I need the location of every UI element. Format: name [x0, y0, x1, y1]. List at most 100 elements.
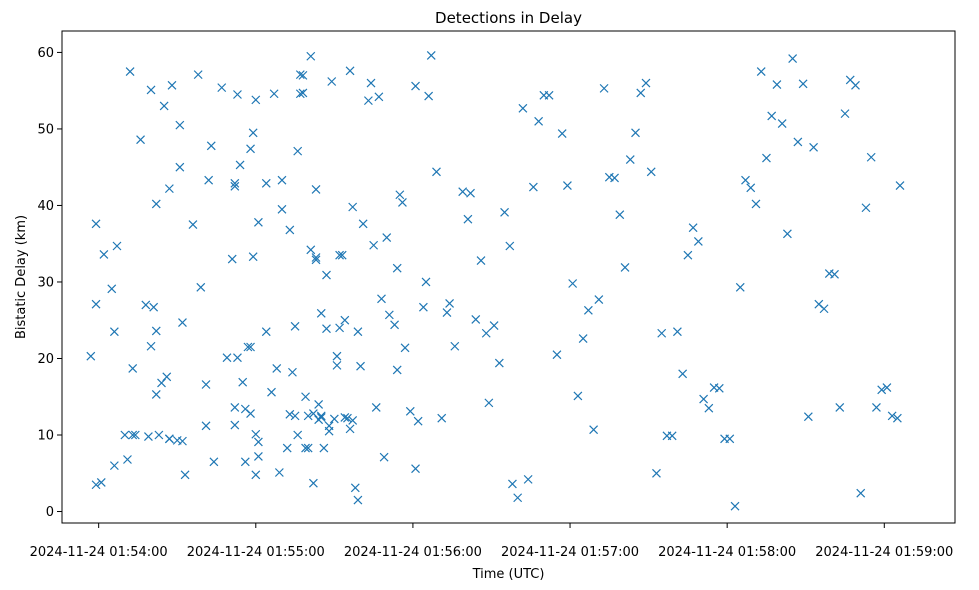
data-point	[316, 308, 326, 318]
data-point	[610, 173, 619, 183]
data-point	[489, 321, 499, 331]
data-point	[382, 233, 392, 243]
y-tick-label: 40	[37, 199, 54, 214]
data-point	[290, 321, 300, 331]
data-point	[91, 219, 101, 229]
data-point	[295, 89, 305, 99]
data-point	[350, 483, 360, 493]
data-point	[583, 305, 593, 315]
data-point	[631, 128, 640, 138]
data-point	[704, 403, 714, 413]
data-point	[151, 199, 161, 209]
data-point	[458, 187, 468, 197]
data-point	[819, 304, 829, 314]
data-point	[261, 178, 271, 188]
data-point	[269, 89, 279, 99]
data-point	[253, 437, 263, 447]
data-point	[311, 184, 321, 194]
data-point	[222, 353, 232, 363]
data-point	[772, 80, 782, 89]
y-tick-label: 10	[37, 429, 54, 444]
data-point	[261, 327, 271, 337]
data-point	[180, 470, 190, 480]
data-point	[835, 403, 845, 412]
data-point	[568, 279, 578, 288]
data-point	[159, 101, 169, 111]
data-point	[335, 250, 345, 260]
data-point	[178, 318, 187, 327]
data-point	[411, 81, 420, 91]
data-point	[343, 413, 352, 423]
data-point	[877, 385, 887, 395]
data-point	[672, 327, 682, 337]
data-point	[830, 269, 839, 279]
data-point	[217, 83, 227, 93]
data-point	[303, 411, 313, 421]
data-point	[620, 263, 630, 272]
data-point	[699, 394, 709, 404]
data-markers	[86, 51, 905, 511]
data-point	[164, 184, 174, 194]
data-point	[311, 255, 321, 265]
data-point	[322, 324, 331, 334]
data-point	[306, 245, 316, 255]
data-point	[432, 167, 441, 177]
data-point	[793, 137, 803, 147]
data-point	[109, 327, 119, 337]
data-point	[735, 282, 745, 292]
y-tick-label: 20	[37, 352, 54, 367]
data-point	[251, 95, 261, 105]
data-point	[243, 342, 253, 352]
plot-frame	[61, 30, 956, 524]
data-point	[227, 254, 237, 264]
data-point	[123, 455, 132, 464]
data-point	[314, 399, 324, 409]
data-point	[164, 434, 174, 444]
data-point	[730, 501, 740, 511]
data-point	[274, 468, 284, 477]
data-point	[303, 443, 313, 453]
data-point	[395, 190, 405, 200]
data-point	[505, 241, 515, 251]
data-point	[599, 83, 609, 93]
data-point	[895, 181, 905, 190]
data-point	[329, 414, 339, 424]
data-point	[725, 434, 735, 444]
data-point	[178, 436, 187, 446]
data-point	[641, 78, 651, 88]
data-point	[290, 411, 300, 421]
data-point	[508, 479, 517, 489]
data-point	[146, 85, 156, 95]
data-point	[379, 452, 389, 462]
data-point	[872, 403, 881, 412]
data-point	[405, 406, 415, 416]
data-point	[445, 298, 455, 308]
data-point	[193, 70, 203, 80]
data-point	[803, 412, 813, 422]
data-point	[345, 66, 355, 76]
data-point	[411, 464, 420, 474]
data-point	[107, 284, 117, 294]
data-point	[91, 299, 101, 309]
data-point	[206, 141, 216, 151]
data-point	[418, 302, 428, 312]
data-point	[442, 308, 452, 318]
data-point	[484, 398, 494, 408]
data-point	[374, 92, 384, 102]
x-tick-label: 2024-11-24 01:59:00	[815, 545, 953, 560]
data-point	[246, 144, 255, 154]
data-point	[204, 175, 214, 185]
data-point	[866, 152, 876, 162]
x-tick-label: 2024-11-24 01:57:00	[501, 545, 639, 560]
data-point	[421, 277, 431, 287]
data-point	[322, 270, 331, 280]
data-point	[693, 236, 703, 246]
data-point	[788, 54, 798, 63]
data-point	[120, 430, 130, 440]
data-point	[353, 327, 363, 337]
data-point	[112, 241, 122, 251]
data-point	[348, 416, 358, 425]
data-point	[377, 294, 386, 304]
data-point	[424, 91, 434, 101]
